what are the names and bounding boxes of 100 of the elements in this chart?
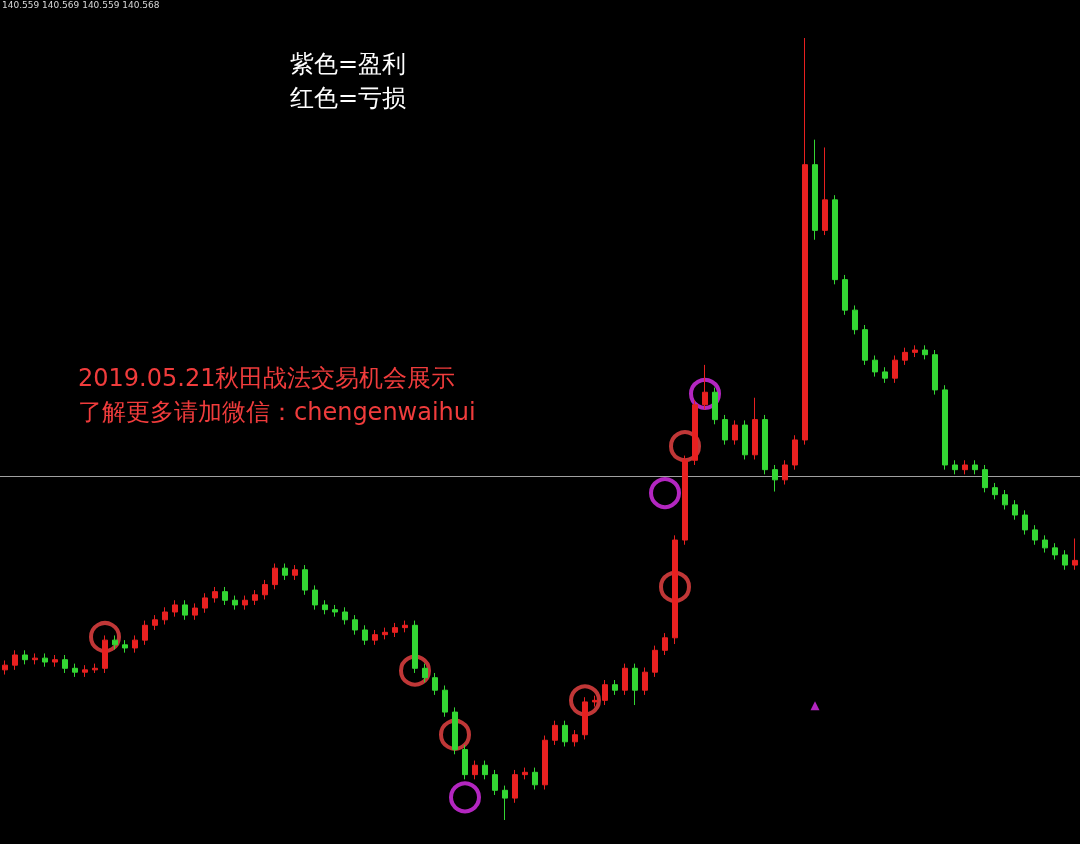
candlestick	[332, 604, 338, 618]
candlestick	[872, 354, 878, 378]
candlestick	[812, 139, 818, 241]
candlestick	[422, 663, 428, 683]
candlestick	[492, 769, 498, 796]
candlestick	[832, 194, 838, 285]
candlestick	[882, 366, 888, 384]
candlestick	[502, 785, 508, 821]
candlestick	[392, 622, 398, 638]
candlestick	[462, 744, 468, 780]
candlestick	[412, 620, 418, 674]
candlestick	[262, 579, 268, 600]
candlestick	[82, 664, 88, 678]
candlestick	[452, 706, 458, 755]
candlestick	[1012, 499, 1018, 521]
candlestick	[542, 735, 548, 790]
candlestick	[162, 606, 168, 625]
candlestick	[52, 654, 58, 668]
candlestick	[202, 592, 208, 614]
candlestick	[532, 767, 538, 790]
annotation: 红色=亏损	[290, 84, 407, 112]
annotation: 2019.05.21秋田战法交易机会展示	[78, 364, 456, 392]
candlestick	[1052, 542, 1058, 561]
candlestick	[902, 347, 908, 366]
candlestick	[102, 634, 108, 674]
candlestick	[852, 304, 858, 335]
candlestick	[692, 399, 698, 466]
candlestick	[212, 586, 218, 604]
candlestick	[282, 563, 288, 581]
candlestick	[582, 696, 588, 740]
point	[449, 781, 481, 814]
candlestick	[512, 769, 518, 804]
candlestick	[382, 627, 388, 640]
candlestick	[172, 599, 178, 618]
candlestick	[652, 645, 658, 678]
candlestick	[802, 37, 808, 446]
candlestick	[472, 760, 478, 780]
point	[89, 621, 121, 653]
candlestick	[252, 589, 258, 606]
candlestick	[432, 672, 438, 696]
candlestick	[1042, 534, 1048, 554]
candlestick	[1072, 537, 1078, 571]
candlestick	[622, 663, 628, 696]
candlestick	[402, 620, 408, 633]
candlestick	[292, 564, 298, 581]
candlestick	[352, 614, 358, 636]
annotation: 了解更多请加微信：chengenwaihui	[78, 398, 476, 426]
candlestick	[312, 584, 318, 611]
candlestick	[522, 767, 528, 780]
candlestick	[932, 349, 938, 396]
candlestick	[232, 595, 238, 611]
candlestick	[242, 595, 248, 611]
candlestick	[1022, 509, 1028, 536]
candlestick	[142, 620, 148, 646]
candlestick	[182, 599, 188, 621]
candlestick	[842, 274, 848, 316]
candlestick	[12, 649, 18, 671]
candlestick	[982, 464, 988, 493]
candlestick	[732, 419, 738, 446]
candlestick	[152, 614, 158, 631]
candlestick	[482, 760, 488, 780]
candlestick	[782, 459, 788, 486]
candlestick	[772, 464, 778, 493]
candlestick	[952, 459, 958, 475]
candlestick	[32, 652, 38, 665]
candlestick	[342, 606, 348, 625]
candlestick	[722, 414, 728, 446]
point	[569, 684, 601, 717]
candlestick	[762, 414, 768, 475]
candlestick	[92, 663, 98, 674]
candlestick	[822, 146, 828, 236]
candlestick	[702, 364, 708, 410]
candlestick	[942, 384, 948, 471]
candlestick	[62, 654, 68, 674]
candlestick	[962, 459, 968, 475]
candlestick	[602, 679, 608, 706]
text: 140.559 140.569 140.559 140.568	[2, 0, 160, 10]
candlestick	[442, 685, 448, 718]
candlestick	[122, 639, 128, 654]
candlestick	[2, 659, 8, 676]
candlestick	[1062, 549, 1068, 571]
point	[399, 654, 431, 687]
candlestick	[612, 679, 618, 696]
candlestick	[1032, 524, 1038, 546]
candlestick	[22, 649, 28, 665]
candlestick	[662, 632, 668, 656]
candlestick	[562, 720, 568, 747]
candlestick	[862, 324, 868, 366]
candlestick	[742, 419, 748, 460]
candlestick	[272, 563, 278, 590]
candlestick	[372, 629, 378, 646]
candlestick	[1002, 489, 1008, 511]
candlestick	[572, 729, 578, 747]
candlestick	[992, 482, 998, 500]
candlestick	[972, 459, 978, 475]
candlestick	[72, 663, 78, 678]
candlestick	[892, 354, 898, 384]
candlestick	[112, 634, 118, 651]
candlestick	[132, 634, 138, 654]
candlestick	[912, 344, 918, 358]
